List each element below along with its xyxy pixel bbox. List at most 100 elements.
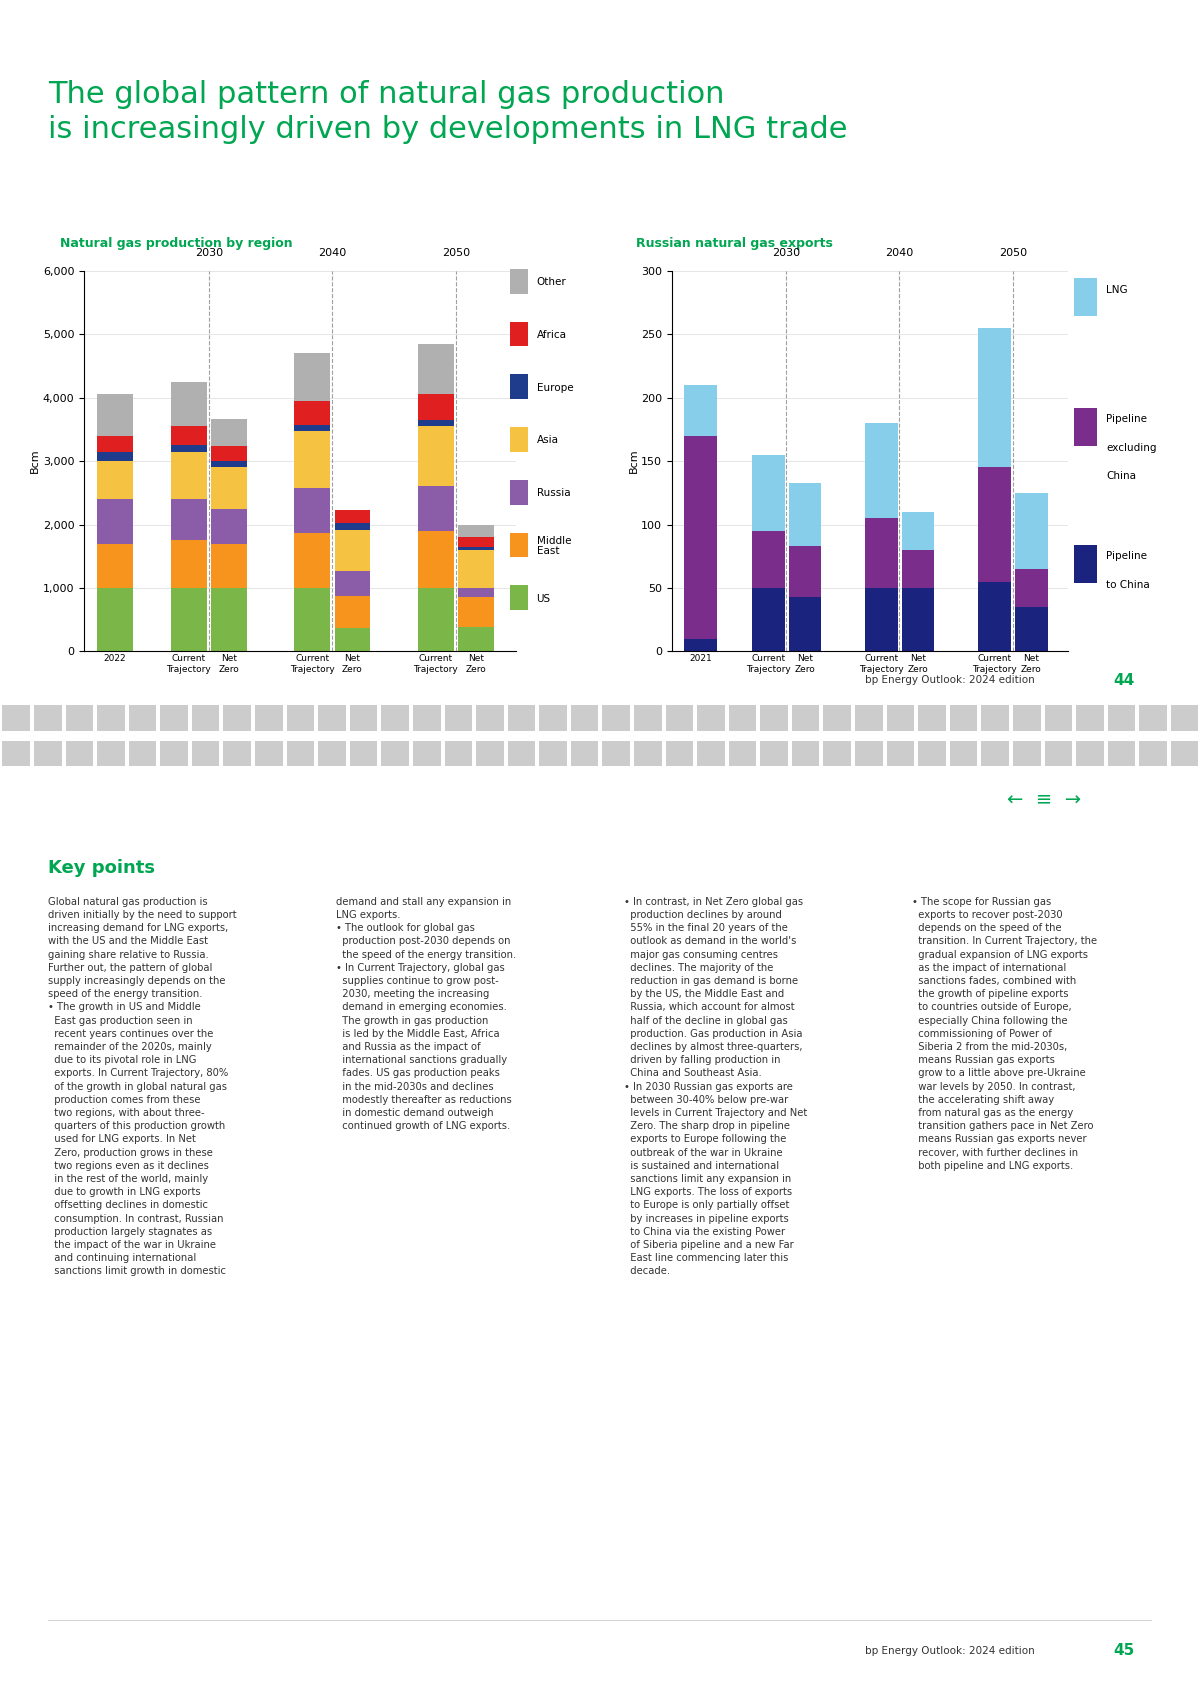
Bar (508, 741, 535, 766)
Bar (128, 741, 156, 766)
Bar (788, 597, 821, 651)
Bar (978, 328, 1010, 467)
Bar (602, 706, 630, 731)
Bar (1013, 706, 1040, 731)
Bar (418, 531, 454, 589)
Bar (34, 741, 61, 766)
Bar (728, 706, 756, 731)
Text: 2050: 2050 (998, 249, 1027, 259)
Bar (634, 741, 661, 766)
Bar (161, 706, 188, 731)
Bar (856, 741, 883, 766)
Bar (294, 489, 330, 533)
Bar (510, 321, 528, 347)
Bar (458, 525, 493, 538)
Bar (223, 741, 251, 766)
Bar (418, 420, 454, 426)
Bar (510, 481, 528, 504)
Bar (571, 741, 599, 766)
Text: Other: Other (536, 277, 566, 288)
Bar (697, 741, 725, 766)
Bar (48, 1619, 1152, 1621)
Bar (684, 437, 716, 640)
Text: Global natural gas production is
driven initially by the need to support
increas: Global natural gas production is driven … (48, 897, 236, 1276)
Bar (901, 550, 935, 589)
Bar (413, 706, 440, 731)
Bar (161, 741, 188, 766)
Bar (1076, 706, 1104, 731)
Bar (792, 706, 820, 731)
Bar (172, 540, 206, 589)
Bar (335, 596, 371, 628)
Bar (294, 533, 330, 589)
Text: 2040: 2040 (318, 249, 347, 259)
Bar (978, 467, 1010, 582)
Bar (287, 706, 314, 731)
Bar (318, 741, 346, 766)
Bar (97, 741, 125, 766)
Bar (2, 741, 30, 766)
Text: The global pattern of natural gas production
is increasingly driven by developme: The global pattern of natural gas produc… (48, 80, 847, 144)
Bar (792, 741, 820, 766)
Bar (97, 437, 133, 452)
Bar (211, 467, 247, 509)
Bar (508, 706, 535, 731)
Bar (172, 589, 206, 651)
Bar (1074, 279, 1097, 316)
Text: Europe: Europe (536, 382, 574, 393)
Bar (458, 538, 493, 547)
Bar (458, 628, 493, 651)
Bar (901, 589, 935, 651)
Bar (444, 706, 472, 731)
Bar (458, 597, 493, 628)
Bar (444, 741, 472, 766)
Bar (761, 741, 788, 766)
Bar (510, 585, 528, 611)
Bar (172, 499, 206, 540)
Bar (1108, 706, 1135, 731)
Bar (539, 741, 566, 766)
Text: Africa: Africa (536, 330, 566, 340)
Bar (223, 706, 251, 731)
Bar (634, 706, 661, 731)
Bar (418, 589, 454, 651)
Text: • The scope for Russian gas
  exports to recover post-2030
  depends on the spee: • The scope for Russian gas exports to r… (912, 897, 1097, 1171)
Bar (728, 741, 756, 766)
Bar (751, 531, 785, 589)
Bar (211, 420, 247, 447)
Bar (458, 550, 493, 589)
Text: Key points: Key points (48, 860, 155, 876)
Bar (982, 741, 1009, 766)
Bar (66, 706, 94, 731)
Bar (476, 741, 504, 766)
Bar (865, 518, 898, 589)
Bar (1015, 607, 1048, 651)
Text: ←  ≡  →: ← ≡ → (1007, 790, 1081, 809)
Bar (1076, 741, 1104, 766)
Bar (287, 741, 314, 766)
Text: Pipeline: Pipeline (1106, 415, 1147, 425)
Bar (918, 706, 946, 731)
Bar (97, 499, 133, 543)
Bar (97, 543, 133, 589)
Bar (1074, 408, 1097, 447)
Bar (751, 455, 785, 531)
Text: Middle
East: Middle East (536, 535, 571, 557)
Bar (978, 582, 1010, 651)
Bar (418, 394, 454, 420)
Text: 44: 44 (1114, 673, 1135, 687)
Bar (1171, 706, 1199, 731)
Bar (788, 482, 821, 547)
Y-axis label: Bcm: Bcm (629, 448, 638, 474)
Bar (510, 269, 528, 294)
Bar (823, 741, 851, 766)
Bar (2, 706, 30, 731)
Bar (1044, 706, 1072, 731)
Bar (335, 530, 371, 570)
Bar (1013, 741, 1040, 766)
Text: Natural gas production by region: Natural gas production by region (60, 237, 293, 250)
Bar (97, 706, 125, 731)
Bar (294, 589, 330, 651)
Text: 2030: 2030 (773, 249, 800, 259)
Bar (128, 706, 156, 731)
